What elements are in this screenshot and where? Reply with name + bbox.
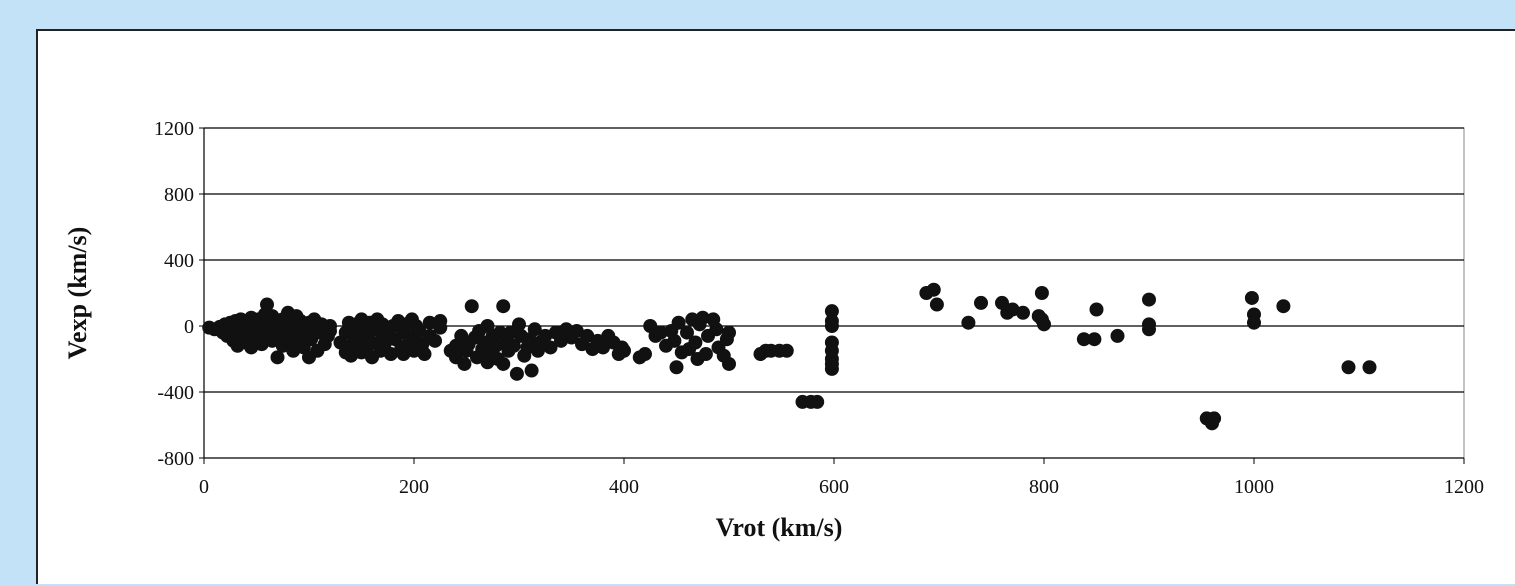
y-tick-label: -800 xyxy=(157,448,194,470)
y-tick-label: 400 xyxy=(164,250,194,272)
data-point xyxy=(926,282,941,297)
data-point xyxy=(554,333,568,348)
data-point xyxy=(270,350,285,365)
data-point xyxy=(1142,322,1156,337)
data-point xyxy=(260,297,274,312)
data-point xyxy=(667,333,682,348)
data-point xyxy=(417,347,432,362)
data-point xyxy=(323,323,337,338)
data-point xyxy=(671,315,686,330)
data-point xyxy=(709,322,724,337)
data-point xyxy=(1207,411,1222,426)
data-point xyxy=(496,299,511,314)
y-axis-title: Vexp (km/s) xyxy=(63,227,92,360)
data-point xyxy=(617,343,631,358)
data-point xyxy=(422,315,437,330)
data-point xyxy=(543,340,558,355)
data-point xyxy=(383,347,398,362)
x-tick-label: 1200 xyxy=(1444,476,1484,498)
x-tick-label: 400 xyxy=(609,476,639,498)
data-point xyxy=(680,325,694,340)
y-tick-label: 1200 xyxy=(154,118,194,140)
data-point xyxy=(1037,317,1051,332)
data-point xyxy=(1089,302,1104,317)
data-point xyxy=(669,360,684,375)
x-tick-label: 0 xyxy=(199,476,209,498)
data-point xyxy=(1076,332,1091,347)
data-point xyxy=(488,338,503,353)
data-point xyxy=(1142,292,1156,307)
data-point xyxy=(688,335,703,350)
data-point xyxy=(527,322,542,337)
data-point xyxy=(1276,299,1291,314)
x-tick-label: 200 xyxy=(399,476,429,498)
data-point xyxy=(638,347,652,362)
data-point xyxy=(344,348,358,363)
data-point xyxy=(457,356,472,371)
data-point xyxy=(722,356,736,371)
data-point xyxy=(524,363,539,378)
data-point xyxy=(396,347,411,362)
x-axis-title: Vrot (km/s) xyxy=(716,513,843,542)
data-point xyxy=(698,347,713,362)
y-tick-label: 0 xyxy=(184,316,194,338)
data-point xyxy=(509,366,524,381)
data-point xyxy=(1247,315,1261,330)
data-point xyxy=(496,356,511,371)
data-point xyxy=(433,314,448,329)
data-point xyxy=(464,299,479,314)
plot-area xyxy=(203,127,1465,459)
data-point xyxy=(929,297,944,312)
y-tick-label: -400 xyxy=(157,382,194,404)
data-point xyxy=(538,328,553,343)
data-point xyxy=(653,325,668,340)
chart-frame: -800 -400 0 400 800 1200 0 200 400 600 800 1000 1200… xyxy=(36,29,1515,584)
data-point xyxy=(596,340,610,355)
data-point xyxy=(512,317,526,332)
data-point xyxy=(695,310,710,325)
data-point xyxy=(1110,328,1125,343)
scatter-chart: -800 -400 0 400 800 1200 0 200 400 600 800 1000 1200… xyxy=(63,118,1484,542)
data-point xyxy=(1005,302,1020,317)
data-point xyxy=(569,323,584,338)
x-tick-label: 800 xyxy=(1029,476,1059,498)
data-point xyxy=(506,338,521,353)
data-point xyxy=(412,323,427,338)
y-tick-label: 800 xyxy=(164,184,194,206)
data-point xyxy=(1244,290,1259,305)
x-tick-label: 1000 xyxy=(1234,476,1274,498)
data-point xyxy=(1362,360,1377,375)
data-point xyxy=(428,333,442,348)
data-point xyxy=(1016,305,1030,320)
data-point xyxy=(824,361,839,376)
data-point xyxy=(974,295,988,310)
data-point xyxy=(1341,360,1356,375)
data-point xyxy=(722,325,736,340)
data-point xyxy=(810,394,825,409)
data-point xyxy=(824,319,839,333)
data-point xyxy=(1034,286,1049,300)
data-point xyxy=(824,304,839,319)
data-point xyxy=(580,328,595,343)
data-point xyxy=(1087,332,1102,347)
data-point xyxy=(961,315,976,330)
data-point xyxy=(779,343,794,358)
x-tick-label: 600 xyxy=(819,476,849,498)
